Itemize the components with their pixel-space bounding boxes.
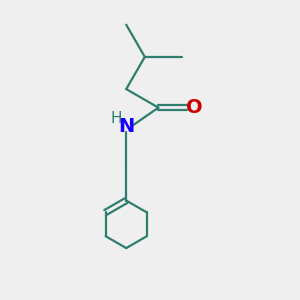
Text: O: O <box>186 98 203 117</box>
Text: N: N <box>118 117 134 136</box>
Text: H: H <box>110 111 122 126</box>
